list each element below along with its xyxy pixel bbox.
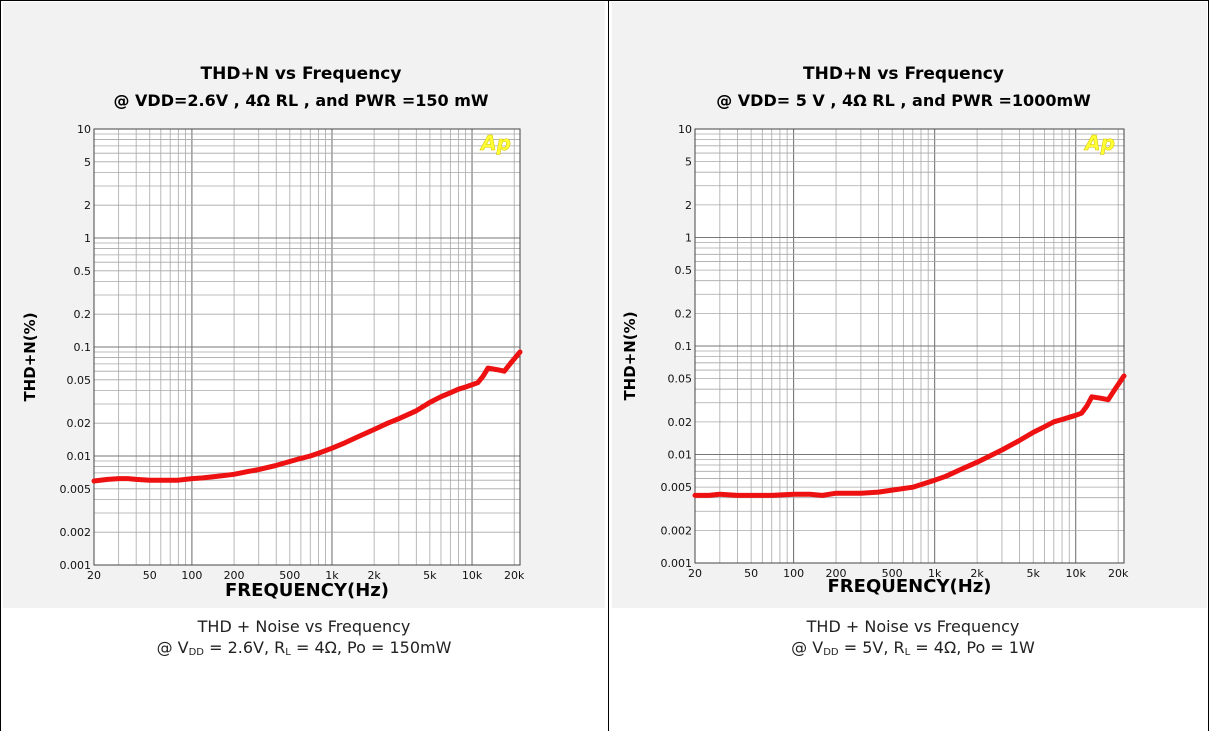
y-tick-label: 0.5 bbox=[74, 265, 92, 278]
y-tick-label: 0.001 bbox=[661, 557, 693, 570]
y-tick-label: 10 bbox=[77, 123, 91, 136]
y-tick-label: 5 bbox=[84, 156, 91, 169]
x-tick-label: 2k bbox=[970, 567, 984, 580]
y-tick-label: 0.1 bbox=[675, 340, 693, 353]
x-tick-label: 1k bbox=[325, 569, 339, 582]
y-tick-label: 1 bbox=[84, 232, 91, 245]
y-tick-label: 10 bbox=[678, 123, 692, 136]
x-tick-label: 10k bbox=[1066, 567, 1087, 580]
y-tick-label: 1 bbox=[685, 232, 692, 245]
ap-logo: Ap bbox=[1083, 131, 1115, 155]
chart-title: THD+N vs Frequency bbox=[803, 64, 1004, 84]
x-tick-label: 2k bbox=[367, 569, 381, 582]
y-tick-label: 0.01 bbox=[668, 449, 693, 462]
y-tick-label: 0.002 bbox=[60, 526, 92, 539]
x-tick-label: 20 bbox=[688, 567, 702, 580]
x-tick-label: 500 bbox=[279, 569, 300, 582]
x-tick-label: 20 bbox=[87, 569, 101, 582]
y-tick-label: 0.2 bbox=[675, 307, 693, 320]
chart-subtitle: @ VDD=2.6V , 4Ω RL , and PWR =150 mW bbox=[113, 91, 488, 110]
y-tick-label: 0.002 bbox=[661, 524, 693, 537]
y-tick-label: 0.02 bbox=[668, 416, 693, 429]
y-axis-label: THD+N(%) bbox=[621, 311, 639, 400]
x-tick-label: 5k bbox=[423, 569, 437, 582]
thd-curve bbox=[692, 373, 1127, 498]
figure-caption-right: THD + Noise vs Frequency @ VDD = 5V, RL … bbox=[610, 616, 1211, 663]
y-tick-label: 0.05 bbox=[668, 373, 693, 386]
y-tick-label: 0.005 bbox=[661, 481, 693, 494]
caption-conditions: @ VDD = 5V, RL = 4Ω, Po = 1W bbox=[791, 638, 1035, 658]
y-tick-label: 0.005 bbox=[60, 483, 92, 496]
plot-border bbox=[93, 128, 521, 566]
x-axis-label: FREQUENCY(Hz) bbox=[828, 576, 992, 597]
x-tick-label: 200 bbox=[224, 569, 245, 582]
x-tick-label: 50 bbox=[744, 567, 758, 580]
thd-chart-right: THD+N vs Frequency @ VDD= 5 V , 4Ω RL , a… bbox=[612, 2, 1207, 608]
y-tick-label: 5 bbox=[685, 156, 692, 169]
x-tick-label: 100 bbox=[181, 569, 202, 582]
chart-panel-right: THD+N vs Frequency @ VDD= 5 V , 4Ω RL , a… bbox=[610, 0, 1211, 731]
y-tick-label: 0.5 bbox=[675, 264, 693, 277]
plot-border bbox=[694, 128, 1125, 564]
caption-title: THD + Noise vs Frequency bbox=[806, 617, 1020, 636]
ap-logo: Ap bbox=[479, 131, 511, 155]
figure-caption-left: THD + Noise vs Frequency @ VDD = 2.6V, R… bbox=[1, 616, 607, 663]
x-tick-label: 500 bbox=[882, 567, 903, 580]
x-tick-label: 20k bbox=[504, 569, 525, 582]
column-divider bbox=[608, 0, 609, 731]
y-tick-label: 2 bbox=[84, 199, 91, 212]
y-axis-label: THD+N(%) bbox=[21, 312, 39, 401]
y-tick-label: 0.2 bbox=[74, 308, 92, 321]
chart-panel-left: THD+N vs Frequency @ VDD=2.6V , 4Ω RL , a… bbox=[1, 0, 607, 731]
x-tick-label: 1k bbox=[928, 567, 942, 580]
x-axis-label: FREQUENCY(Hz) bbox=[225, 580, 389, 601]
y-tick-label: 2 bbox=[685, 199, 692, 212]
y-tick-label: 0.01 bbox=[67, 450, 92, 463]
x-tick-label: 100 bbox=[783, 567, 804, 580]
caption-conditions: @ VDD = 2.6V, RL = 4Ω, Po = 150mW bbox=[156, 638, 452, 658]
gridlines bbox=[93, 128, 520, 566]
x-tick-label: 200 bbox=[826, 567, 847, 580]
x-tick-label: 50 bbox=[143, 569, 157, 582]
x-tick-label: 20k bbox=[1108, 567, 1129, 580]
y-tick-label: 0.05 bbox=[67, 374, 92, 387]
thd-chart-left: THD+N vs Frequency @ VDD=2.6V , 4Ω RL , a… bbox=[3, 2, 605, 608]
y-tick-label: 0.1 bbox=[74, 341, 92, 354]
gridlines bbox=[694, 128, 1124, 564]
y-tick-label: 0.02 bbox=[67, 417, 92, 430]
x-tick-label: 10k bbox=[462, 569, 483, 582]
x-tick-label: 5k bbox=[1027, 567, 1041, 580]
chart-subtitle: @ VDD= 5 V , 4Ω RL , and PWR =1000mW bbox=[716, 91, 1091, 110]
caption-title: THD + Noise vs Frequency bbox=[197, 617, 411, 636]
thd-curve bbox=[91, 349, 523, 484]
chart-title: THD+N vs Frequency bbox=[201, 64, 402, 84]
y-tick-label: 0.001 bbox=[60, 559, 92, 572]
